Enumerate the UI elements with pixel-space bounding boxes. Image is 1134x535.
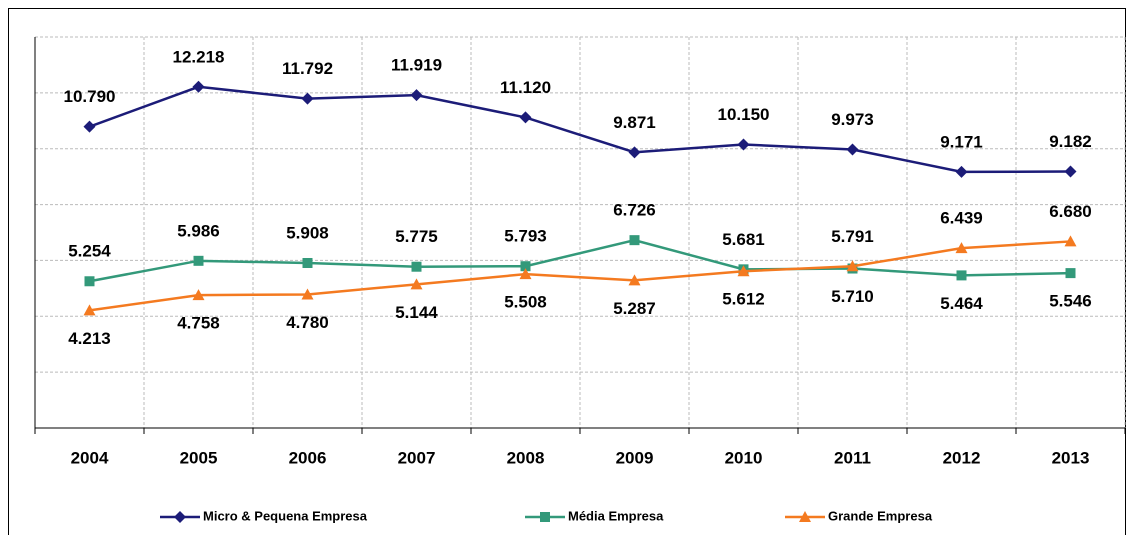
data-point	[192, 80, 205, 93]
data-label: 4.213	[68, 329, 111, 348]
data-point	[955, 242, 968, 254]
data-label: 5.508	[504, 293, 547, 312]
data-label: 5.254	[68, 242, 111, 261]
data-point	[519, 268, 532, 280]
data-label: 5.793	[504, 227, 547, 246]
data-label: 5.986	[177, 221, 220, 240]
x-tick-label: 2010	[725, 448, 763, 467]
data-label: 9.973	[831, 110, 874, 129]
data-label: 10.790	[64, 87, 116, 106]
data-point	[1065, 268, 1076, 279]
data-point	[301, 92, 314, 105]
data-label: 5.791	[831, 227, 874, 246]
data-point	[846, 143, 859, 156]
data-label: 6.726	[613, 201, 656, 220]
legend-label: Média Empresa	[568, 508, 664, 523]
data-point	[301, 288, 314, 300]
x-tick-label: 2011	[834, 448, 871, 467]
data-label: 10.150	[718, 105, 770, 124]
data-label: 9.182	[1049, 132, 1092, 151]
legend-label: Micro & Pequena Empresa	[203, 508, 368, 523]
data-point	[83, 120, 96, 133]
series-line	[89, 85, 1071, 174]
data-label: 5.464	[940, 294, 983, 313]
legend-marker	[799, 511, 811, 522]
x-tick-label: 2005	[180, 448, 218, 467]
data-label: 5.775	[395, 227, 438, 246]
data-label: 5.710	[831, 287, 874, 306]
data-point	[83, 304, 96, 316]
data-point	[737, 265, 750, 277]
data-label: 6.439	[940, 209, 983, 228]
x-tick-label: 2012	[943, 448, 981, 467]
data-point	[519, 111, 532, 124]
x-tick-label: 2006	[289, 448, 327, 467]
x-tick-label: 2009	[616, 448, 654, 467]
data-point	[629, 235, 640, 246]
data-point	[628, 146, 641, 159]
data-label: 11.120	[500, 78, 551, 97]
data-label: 5.908	[286, 223, 329, 242]
data-label: 9.171	[940, 132, 983, 151]
data-point	[737, 138, 750, 151]
data-point	[410, 278, 423, 290]
data-point	[84, 276, 95, 287]
data-label: 11.792	[282, 59, 333, 78]
data-label: 5.681	[722, 230, 765, 249]
data-label: 6.680	[1049, 202, 1092, 221]
data-point	[192, 289, 205, 301]
x-tick-label: 2013	[1052, 448, 1090, 467]
data-point	[628, 274, 641, 286]
data-label: 11.919	[391, 56, 442, 75]
series-line	[89, 240, 1071, 312]
data-point	[1064, 235, 1077, 247]
data-point	[410, 89, 423, 102]
data-label: 5.546	[1049, 292, 1092, 311]
data-point	[846, 260, 859, 272]
data-label: 9.871	[613, 113, 656, 132]
data-label: 5.144	[395, 303, 438, 322]
data-label: 4.758	[177, 314, 220, 333]
data-label: 5.287	[613, 299, 656, 318]
legend-label: Grande Empresa	[828, 508, 933, 523]
data-point	[520, 261, 531, 272]
data-point	[956, 270, 967, 281]
legend-marker	[540, 512, 550, 522]
data-label: 4.780	[286, 313, 329, 332]
data-point	[193, 255, 204, 266]
data-point	[955, 165, 968, 178]
data-point	[1064, 165, 1077, 178]
data-point	[411, 261, 422, 272]
legend-marker	[174, 511, 186, 523]
data-label: 5.612	[722, 290, 765, 309]
data-point	[302, 257, 313, 268]
x-tick-label: 2004	[71, 448, 109, 467]
data-label: 12.218	[173, 47, 225, 66]
x-tick-label: 2007	[398, 448, 436, 467]
x-tick-label: 2008	[507, 448, 545, 467]
series-line	[89, 238, 1071, 283]
